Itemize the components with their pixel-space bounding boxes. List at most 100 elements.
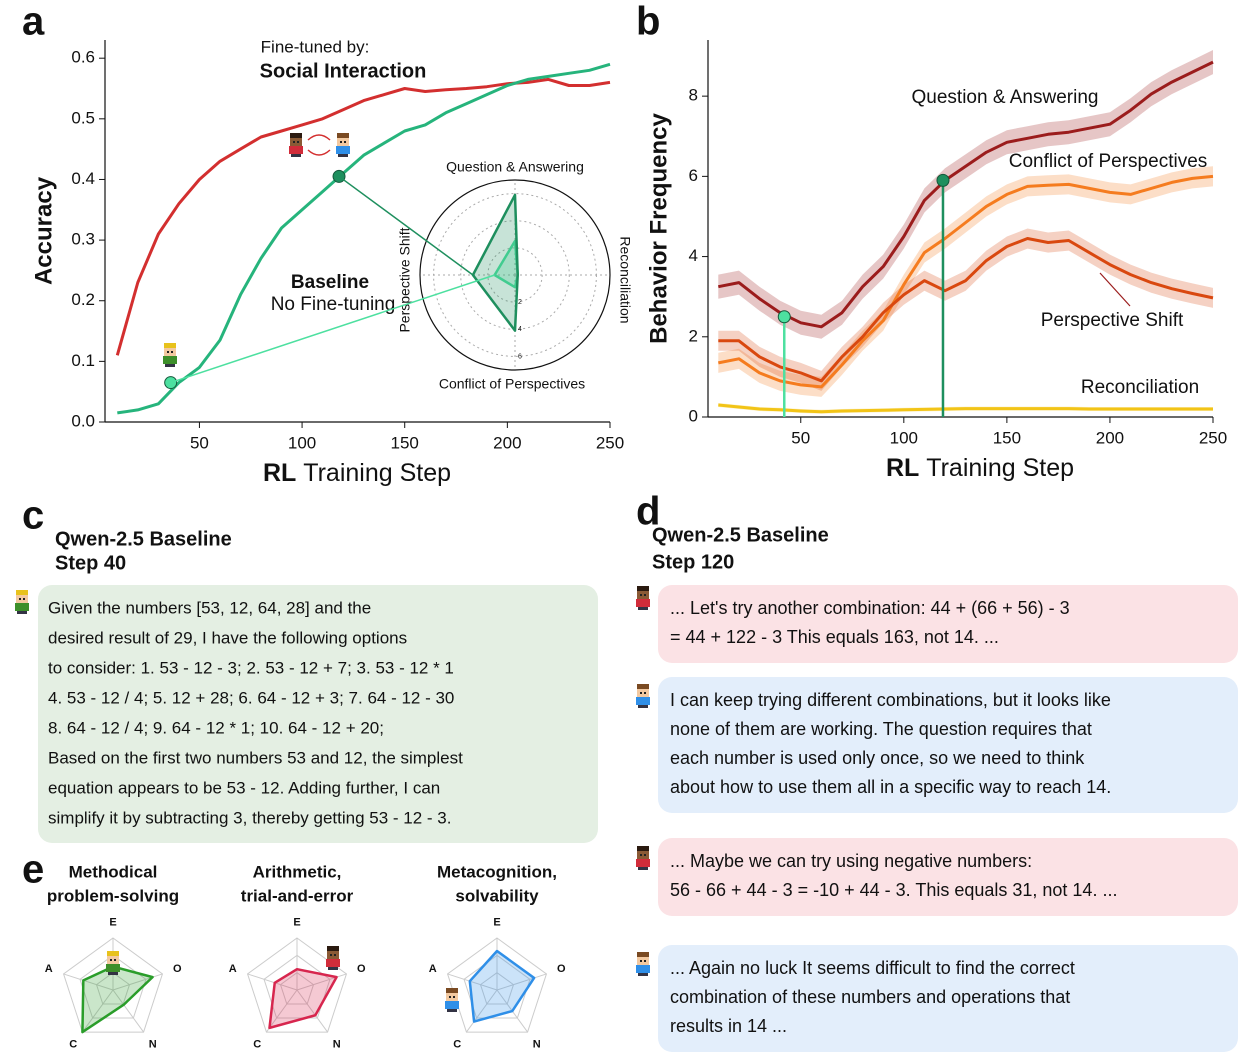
radar-tick-label: 2: [518, 299, 522, 306]
x-axis-label-bold: RL: [263, 459, 296, 487]
avatar-face: [290, 138, 302, 146]
avatar-eye: [297, 141, 299, 143]
radar-axis-label: Perspective Shift: [397, 227, 413, 332]
avatar-eye: [23, 598, 25, 600]
avatar-legs: [638, 867, 648, 870]
y-tick-label: 0.3: [71, 230, 95, 249]
radar-spoke: [496, 973, 547, 991]
message-text: Given the numbers [53, 12, 64, 28] and t…: [48, 598, 371, 617]
radar-axis-label: C: [69, 1039, 77, 1051]
avatar-face: [16, 595, 28, 603]
radar-title: problem-solving: [47, 886, 179, 905]
x-tick-label: 200: [1096, 428, 1124, 447]
message-box: [658, 677, 1238, 813]
avatar-eye: [340, 141, 342, 143]
x-tick-label: 50: [791, 428, 810, 447]
y-tick-label: 0.2: [71, 290, 95, 309]
x-axis-label: RL Training Step: [886, 454, 1074, 482]
radar-axis-label: O: [173, 963, 182, 975]
avatar: [106, 951, 120, 975]
message-text: 4. 53 - 12 / 4; 5. 12 + 28; 6. 64 - 12 +…: [48, 688, 454, 707]
series-label: Social Interaction: [260, 60, 427, 82]
avatar-legs: [638, 607, 648, 610]
avatar-face: [327, 951, 339, 959]
message-text: to consider: 1. 53 - 12 - 3; 2. 53 - 12 …: [48, 658, 454, 677]
y-axis-label: Accuracy: [30, 176, 57, 285]
radar-spoke: [266, 989, 298, 1033]
band: [718, 228, 1213, 391]
avatar-shirt: [326, 959, 340, 967]
y-tick-label: 4: [689, 246, 698, 265]
avatar-shirt: [106, 964, 120, 972]
avatar-legs: [165, 364, 175, 367]
radar-axis-label: Conflict of Perspectives: [439, 376, 585, 392]
avatar-eye: [644, 960, 646, 962]
x-tick-label: 150: [993, 428, 1021, 447]
avatar-hair: [637, 586, 649, 591]
annotation: Fine-tuned by:: [261, 37, 370, 56]
radar-web: [95, 972, 131, 1005]
message-box: [658, 585, 1238, 663]
panel-title: Qwen-2.5 Baseline: [652, 524, 829, 546]
panel-label: d: [636, 490, 660, 534]
radar-web: [279, 972, 315, 1005]
radar-title: Arithmetic,: [253, 862, 342, 881]
panel-title: Step 120: [652, 551, 734, 573]
y-axis-label: Behavior Frequency: [645, 112, 672, 343]
avatar-face: [337, 138, 349, 146]
panel-title: Step 40: [55, 552, 126, 574]
avatar-eye: [644, 594, 646, 596]
radar-area: [81, 965, 154, 1034]
avatar: [636, 846, 650, 870]
message-text: results in 14 ...: [670, 1016, 787, 1036]
message-box: [658, 945, 1238, 1052]
radar-title: Methodical: [69, 862, 158, 881]
y-tick-label: 0.5: [71, 108, 95, 127]
x-tick-label: 150: [391, 433, 419, 452]
x-axis-label: RL Training Step: [263, 459, 451, 487]
avatar-face: [637, 957, 649, 965]
message-text: simplify it by subtracting 3, thereby ge…: [48, 808, 451, 827]
avatar-face: [637, 591, 649, 599]
avatar-shirt: [289, 146, 303, 154]
avatar-hair: [327, 946, 339, 951]
band: [718, 50, 1213, 339]
radar-area: [471, 193, 519, 332]
message-text: ... Let's try another combination: 44 + …: [670, 598, 1070, 618]
avatar-eye: [453, 996, 455, 998]
radar-axis-label: N: [333, 1039, 341, 1051]
message-text: I can keep trying different combinations…: [670, 690, 1111, 710]
message-text: each number is used only once, so we nee…: [670, 748, 1085, 768]
marker: [777, 310, 791, 324]
message-text: = 44 + 122 - 3 This equals 163, not 14. …: [670, 627, 999, 647]
message-text: desired result of 29, I have the followi…: [48, 628, 407, 647]
x-tick-label: 200: [493, 433, 521, 452]
avatar-legs: [328, 967, 338, 970]
radar-axis-label: A: [229, 963, 237, 975]
message-text: about how to use them all in a specific …: [670, 777, 1111, 797]
radar-area: [268, 967, 338, 1030]
avatar-legs: [638, 705, 648, 708]
panel-label: b: [636, 0, 660, 44]
leader-line: [1099, 272, 1131, 307]
radar-axis-label: O: [357, 963, 366, 975]
line: [115, 77, 611, 356]
marker: [936, 173, 950, 187]
avatar: [15, 590, 29, 614]
avatar-shirt: [636, 859, 650, 867]
avatar-shirt: [163, 356, 177, 364]
radar-spoke: [82, 989, 114, 1033]
panel-label: e: [22, 848, 44, 892]
avatar-legs: [447, 1009, 457, 1012]
radar-web: [446, 937, 548, 1033]
radar-axis-label: E: [109, 916, 116, 928]
avatar-hair: [637, 952, 649, 957]
avatar-eye: [640, 960, 642, 962]
x-tick-label: 100: [890, 428, 918, 447]
avatar: [326, 946, 340, 970]
line: [718, 60, 1214, 329]
avatar-eye: [644, 854, 646, 856]
annotation: No Fine-tuning: [271, 294, 396, 315]
avatar: [163, 343, 177, 367]
